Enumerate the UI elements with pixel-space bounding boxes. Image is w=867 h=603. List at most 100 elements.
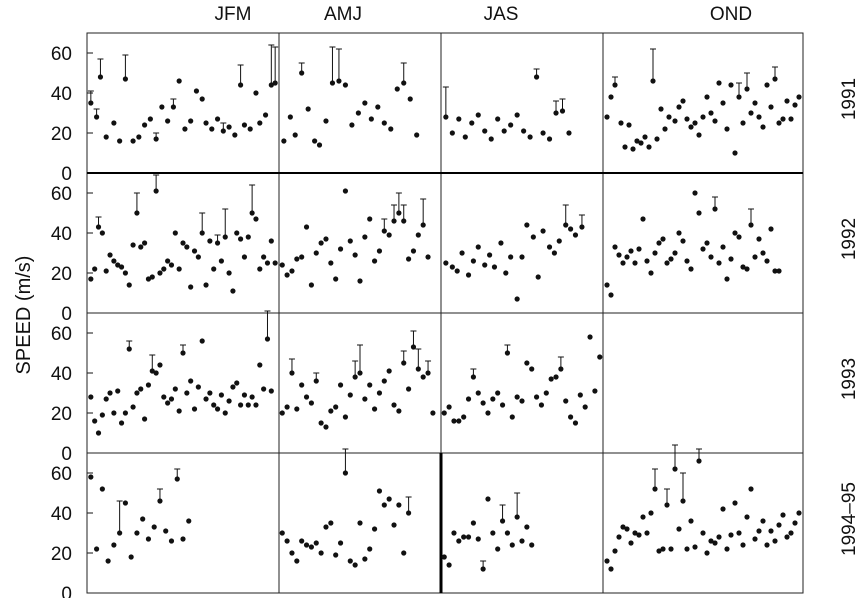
data-point bbox=[616, 534, 622, 540]
data-point bbox=[529, 366, 535, 372]
data-point bbox=[134, 390, 140, 396]
data-point bbox=[704, 94, 710, 100]
data-point bbox=[519, 398, 525, 404]
y-tick-label: 20 bbox=[51, 544, 72, 565]
data-point bbox=[756, 114, 762, 120]
data-point bbox=[768, 528, 774, 534]
data-point bbox=[253, 402, 259, 408]
data-point bbox=[381, 378, 387, 384]
data-point bbox=[117, 530, 123, 536]
data-point bbox=[257, 362, 263, 368]
data-point bbox=[142, 122, 148, 128]
data-point bbox=[328, 260, 334, 266]
data-point bbox=[572, 420, 579, 426]
data-point bbox=[323, 524, 329, 530]
data-point bbox=[188, 284, 194, 290]
column-label-jas: JAS bbox=[484, 4, 519, 25]
data-point bbox=[553, 374, 559, 380]
data-point bbox=[696, 210, 702, 216]
data-point bbox=[371, 526, 378, 532]
data-point bbox=[720, 506, 726, 512]
data-point bbox=[748, 222, 754, 228]
data-point bbox=[482, 128, 488, 134]
data-point bbox=[662, 126, 668, 132]
data-point bbox=[303, 542, 310, 548]
data-point bbox=[88, 276, 94, 282]
data-point bbox=[111, 410, 117, 416]
data-point bbox=[668, 256, 674, 262]
y-tick-label: 0 bbox=[61, 304, 72, 325]
data-point bbox=[470, 374, 476, 380]
data-point bbox=[149, 274, 155, 280]
data-point bbox=[720, 244, 726, 250]
data-point bbox=[563, 398, 569, 404]
data-point bbox=[587, 334, 593, 340]
data-point bbox=[103, 268, 109, 274]
data-point bbox=[443, 114, 449, 120]
data-point bbox=[294, 256, 300, 262]
data-point bbox=[704, 550, 710, 556]
data-point bbox=[88, 474, 94, 480]
data-point bbox=[281, 138, 287, 144]
y-tick-label: 60 bbox=[51, 464, 72, 485]
data-point bbox=[142, 240, 148, 246]
data-point bbox=[684, 546, 690, 552]
data-point bbox=[136, 134, 142, 140]
data-point bbox=[238, 402, 244, 408]
data-point bbox=[234, 380, 240, 386]
data-point bbox=[292, 132, 298, 138]
data-point bbox=[163, 528, 169, 534]
data-point bbox=[289, 550, 295, 556]
data-point bbox=[628, 248, 634, 254]
data-point bbox=[604, 114, 610, 120]
data-point bbox=[700, 114, 706, 120]
data-point bbox=[487, 252, 493, 258]
data-point bbox=[654, 136, 660, 142]
data-point bbox=[728, 532, 734, 538]
data-point bbox=[347, 238, 353, 244]
data-point bbox=[381, 502, 387, 508]
data-point bbox=[342, 414, 349, 420]
data-point bbox=[480, 566, 486, 572]
data-point bbox=[680, 98, 686, 104]
data-point bbox=[514, 296, 520, 302]
data-point bbox=[509, 542, 515, 548]
data-point bbox=[514, 514, 520, 520]
data-point bbox=[391, 218, 397, 224]
data-point bbox=[618, 120, 624, 126]
data-point bbox=[612, 244, 618, 250]
data-point bbox=[207, 238, 213, 244]
data-point bbox=[475, 536, 481, 542]
data-point bbox=[191, 406, 198, 412]
column-label-ond: OND bbox=[710, 4, 752, 25]
data-point bbox=[176, 408, 182, 414]
data-point bbox=[303, 394, 310, 400]
data-point bbox=[352, 252, 358, 258]
data-point bbox=[122, 500, 128, 506]
data-point bbox=[724, 276, 730, 282]
data-point bbox=[220, 128, 226, 134]
data-point bbox=[386, 232, 392, 238]
data-point bbox=[168, 538, 175, 544]
data-point bbox=[147, 116, 153, 122]
data-point bbox=[508, 254, 514, 260]
data-point bbox=[272, 260, 278, 266]
data-point bbox=[465, 534, 472, 540]
data-point bbox=[284, 538, 290, 544]
data-point bbox=[186, 518, 192, 524]
data-point bbox=[140, 516, 146, 522]
data-point bbox=[401, 80, 407, 86]
data-point bbox=[626, 122, 632, 128]
data-point bbox=[362, 396, 368, 402]
data-point bbox=[652, 486, 658, 492]
data-point bbox=[247, 126, 253, 132]
data-point bbox=[728, 82, 734, 88]
data-point bbox=[337, 246, 344, 252]
data-point bbox=[352, 562, 358, 568]
data-point bbox=[784, 98, 790, 104]
data-point bbox=[299, 254, 305, 260]
data-point bbox=[648, 510, 654, 516]
data-point bbox=[303, 224, 310, 230]
y-tick-label: 40 bbox=[51, 224, 72, 245]
row-label-0: 1991 bbox=[839, 78, 860, 120]
